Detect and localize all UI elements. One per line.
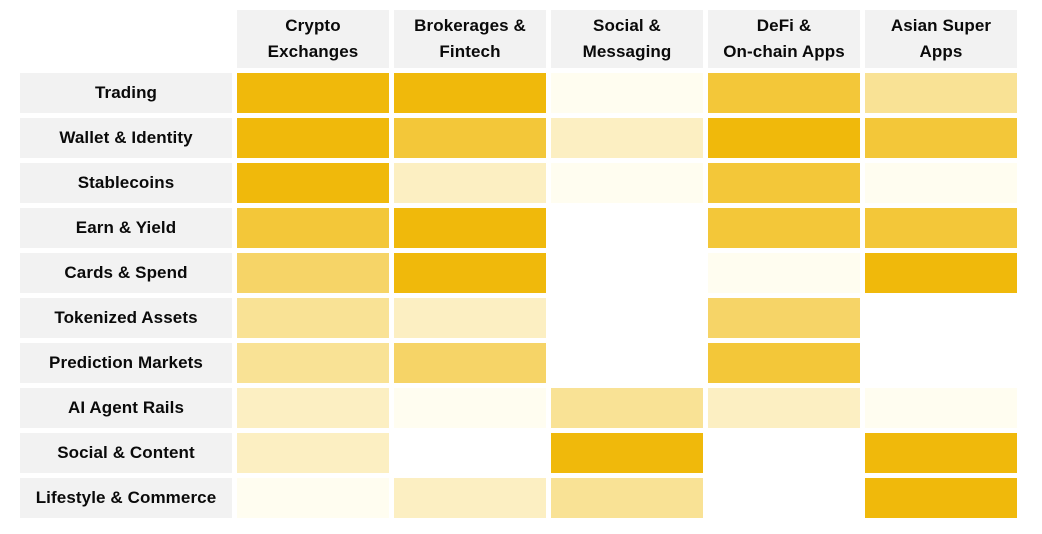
row-label-lifestyle-and-commerce: Lifestyle & Commerce [20, 478, 232, 518]
column-header-crypto-exchanges: Crypto Exchanges [237, 10, 389, 68]
heatmap-cell-ai-agent-rails-brokerages-and-fintech [394, 388, 546, 428]
heatmap-cell-prediction-markets-crypto-exchanges [237, 343, 389, 383]
heatmap-cell-stablecoins-social-and-messaging [551, 163, 703, 203]
heatmap-cell-wallet-and-identity-brokerages-and-fintech [394, 118, 546, 158]
row-label-cards-and-spend: Cards & Spend [20, 253, 232, 293]
heatmap-cell-earn-and-yield-defi-and-on-chain-apps [708, 208, 860, 248]
heatmap-cell-cards-and-spend-crypto-exchanges [237, 253, 389, 293]
heatmap-cell-cards-and-spend-defi-and-on-chain-apps [708, 253, 860, 293]
row-label-earn-and-yield: Earn & Yield [20, 208, 232, 248]
heatmap-cell-lifestyle-and-commerce-defi-and-on-chain-apps [708, 478, 860, 518]
heatmap-cell-earn-and-yield-asian-super-apps [865, 208, 1017, 248]
heatmap-cell-lifestyle-and-commerce-brokerages-and-fintech [394, 478, 546, 518]
row-label-social-and-content: Social & Content [20, 433, 232, 473]
row-label-prediction-markets: Prediction Markets [20, 343, 232, 383]
heatmap-cell-wallet-and-identity-crypto-exchanges [237, 118, 389, 158]
heatmap-cell-stablecoins-asian-super-apps [865, 163, 1017, 203]
heatmap-cell-tokenized-assets-defi-and-on-chain-apps [708, 298, 860, 338]
heatmap-cell-tokenized-assets-asian-super-apps [865, 298, 1017, 338]
row-label-tokenized-assets: Tokenized Assets [20, 298, 232, 338]
heatmap-cell-prediction-markets-brokerages-and-fintech [394, 343, 546, 383]
heatmap-cell-stablecoins-brokerages-and-fintech [394, 163, 546, 203]
heatmap-cell-social-and-content-defi-and-on-chain-apps [708, 433, 860, 473]
heatmap-cell-earn-and-yield-brokerages-and-fintech [394, 208, 546, 248]
heatmap-cell-tokenized-assets-brokerages-and-fintech [394, 298, 546, 338]
heatmap-cell-trading-social-and-messaging [551, 73, 703, 113]
heatmap-cell-ai-agent-rails-social-and-messaging [551, 388, 703, 428]
heatmap-cell-social-and-content-social-and-messaging [551, 433, 703, 473]
column-header-defi-and-on-chain-apps: DeFi & On-chain Apps [708, 10, 860, 68]
corner-spacer [20, 10, 232, 68]
heatmap-cell-ai-agent-rails-crypto-exchanges [237, 388, 389, 428]
heatmap-cell-tokenized-assets-social-and-messaging [551, 298, 703, 338]
column-header-social-and-messaging: Social & Messaging [551, 10, 703, 68]
heatmap-cell-trading-crypto-exchanges [237, 73, 389, 113]
column-header-brokerages-and-fintech: Brokerages & Fintech [394, 10, 546, 68]
row-label-stablecoins: Stablecoins [20, 163, 232, 203]
heatmap-cell-social-and-content-asian-super-apps [865, 433, 1017, 473]
heatmap-cell-prediction-markets-defi-and-on-chain-apps [708, 343, 860, 383]
heatmap-grid: Crypto Exchanges Brokerages & Fintech Soci… [20, 10, 1017, 518]
heatmap-cell-prediction-markets-social-and-messaging [551, 343, 703, 383]
row-label-trading: Trading [20, 73, 232, 113]
heatmap-cell-ai-agent-rails-defi-and-on-chain-apps [708, 388, 860, 428]
heatmap-cell-wallet-and-identity-defi-and-on-chain-apps [708, 118, 860, 158]
heatmap-cell-lifestyle-and-commerce-social-and-messaging [551, 478, 703, 518]
heatmap-cell-lifestyle-and-commerce-asian-super-apps [865, 478, 1017, 518]
heatmap-cell-wallet-and-identity-asian-super-apps [865, 118, 1017, 158]
heatmap-cell-prediction-markets-asian-super-apps [865, 343, 1017, 383]
heatmap-cell-earn-and-yield-social-and-messaging [551, 208, 703, 248]
heatmap-cell-earn-and-yield-crypto-exchanges [237, 208, 389, 248]
heatmap-cell-tokenized-assets-crypto-exchanges [237, 298, 389, 338]
heatmap-cell-stablecoins-crypto-exchanges [237, 163, 389, 203]
heatmap-cell-wallet-and-identity-social-and-messaging [551, 118, 703, 158]
heatmap-cell-cards-and-spend-social-and-messaging [551, 253, 703, 293]
heatmap-cell-stablecoins-defi-and-on-chain-apps [708, 163, 860, 203]
column-header-asian-super-apps: Asian Super Apps [865, 10, 1017, 68]
heatmap-cell-trading-brokerages-and-fintech [394, 73, 546, 113]
heatmap-cell-social-and-content-crypto-exchanges [237, 433, 389, 473]
heatmap-cell-cards-and-spend-asian-super-apps [865, 253, 1017, 293]
heatmap-cell-trading-asian-super-apps [865, 73, 1017, 113]
heatmap-cell-trading-defi-and-on-chain-apps [708, 73, 860, 113]
row-label-wallet-and-identity: Wallet & Identity [20, 118, 232, 158]
heatmap-cell-lifestyle-and-commerce-crypto-exchanges [237, 478, 389, 518]
heatmap-cell-social-and-content-brokerages-and-fintech [394, 433, 546, 473]
heatmap-cell-cards-and-spend-brokerages-and-fintech [394, 253, 546, 293]
heatmap-cell-ai-agent-rails-asian-super-apps [865, 388, 1017, 428]
row-label-ai-agent-rails: AI Agent Rails [20, 388, 232, 428]
